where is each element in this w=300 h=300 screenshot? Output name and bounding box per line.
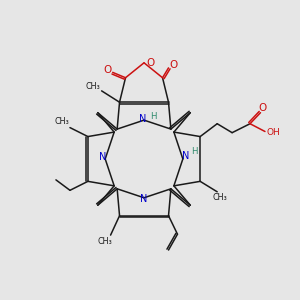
Text: N: N [140,194,148,204]
Text: CH₃: CH₃ [98,237,112,246]
Text: N: N [182,151,190,161]
Text: OH: OH [266,128,280,136]
Text: H: H [191,147,197,156]
Text: O: O [259,103,267,113]
Text: N: N [98,152,106,163]
Text: CH₃: CH₃ [213,193,227,202]
Text: H: H [150,112,157,121]
Text: CH₃: CH₃ [54,117,69,126]
Text: CH₃: CH₃ [86,82,101,91]
Text: O: O [169,60,177,70]
Text: O: O [104,65,112,75]
Text: O: O [146,58,155,68]
Text: N: N [139,114,146,124]
